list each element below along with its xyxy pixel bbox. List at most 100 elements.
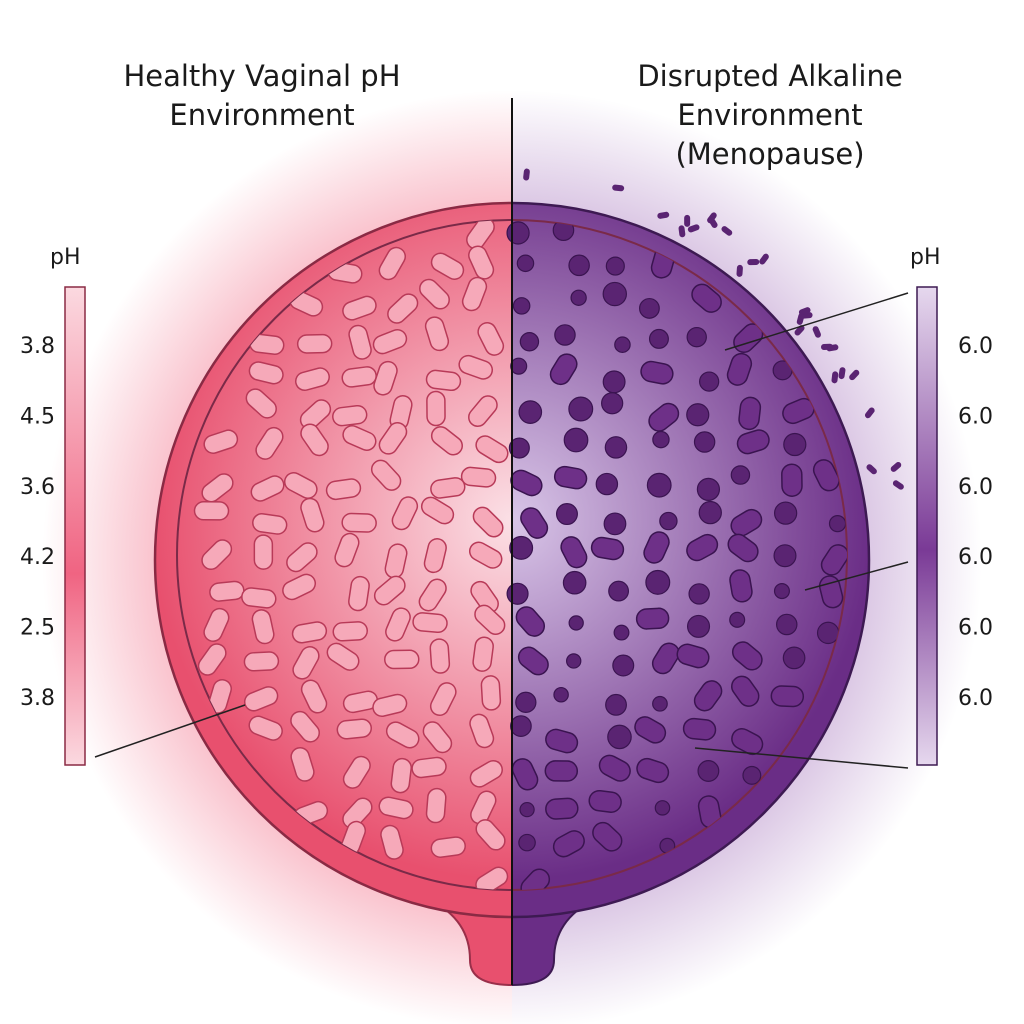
cell [430, 252, 465, 280]
cell [197, 643, 227, 676]
cell [816, 621, 840, 645]
cell [245, 388, 277, 419]
cell [686, 403, 710, 427]
cell [509, 535, 534, 560]
cell [468, 395, 498, 427]
cell [554, 324, 576, 346]
cell [475, 819, 506, 851]
cell [461, 276, 488, 312]
cell [469, 759, 503, 788]
cell [385, 721, 420, 749]
cell [292, 646, 320, 680]
debris [890, 461, 902, 472]
right-title: Disrupted Alkaline [637, 59, 902, 93]
cell [426, 390, 446, 427]
cell [299, 399, 332, 430]
cell [468, 245, 495, 280]
cell [654, 800, 671, 816]
cell [520, 868, 551, 890]
cell [475, 435, 509, 464]
debris [796, 313, 805, 325]
cell [729, 611, 746, 628]
right-title: Environment [677, 98, 862, 132]
cell [282, 573, 317, 601]
cell [294, 367, 330, 392]
cell [560, 536, 588, 569]
cell [517, 646, 549, 676]
cell [255, 426, 284, 460]
cell [820, 544, 847, 576]
scale-value: 2.5 [20, 616, 55, 641]
cell [552, 220, 575, 242]
cell [250, 475, 285, 502]
scale-value: 3.8 [20, 334, 55, 359]
cell [193, 501, 230, 521]
cell [378, 422, 408, 455]
cell [516, 254, 535, 273]
scale-value: 6.0 [958, 686, 993, 711]
cell [412, 612, 448, 634]
leaders [94, 292, 909, 769]
cell [506, 221, 530, 245]
cell [332, 621, 368, 642]
cell [552, 830, 585, 858]
cell [693, 680, 723, 712]
cell [781, 463, 803, 497]
debris [794, 325, 805, 336]
cell [731, 675, 760, 707]
cell [545, 797, 579, 820]
cell [634, 716, 667, 744]
debris [866, 464, 877, 475]
debris [736, 264, 743, 277]
cell [568, 396, 594, 422]
scale-value: 3.6 [20, 475, 55, 500]
cell [373, 575, 406, 606]
cell [592, 821, 623, 852]
cell [698, 500, 722, 525]
cell [652, 430, 670, 449]
cell [636, 757, 670, 784]
cell [731, 641, 763, 671]
cell [203, 429, 239, 454]
cell [460, 466, 497, 488]
cell [686, 614, 711, 638]
cell [699, 371, 720, 392]
cell [384, 649, 420, 670]
cell [736, 429, 770, 455]
cell [691, 283, 722, 313]
cell [480, 675, 502, 711]
cell [727, 533, 759, 563]
cell [385, 607, 411, 642]
cell [605, 693, 627, 716]
cell [466, 220, 495, 250]
cell [342, 797, 373, 829]
cell [555, 503, 578, 526]
cell [686, 533, 719, 562]
cell [602, 370, 626, 394]
cell [424, 316, 450, 352]
cell [411, 756, 447, 779]
cell [562, 570, 587, 595]
cell [773, 583, 790, 600]
cell [553, 465, 588, 490]
cell [251, 609, 275, 645]
cell [332, 404, 368, 427]
cell [474, 604, 506, 636]
cell [470, 790, 497, 825]
debris [678, 225, 686, 238]
cell [515, 606, 546, 637]
cell [608, 580, 630, 602]
cell [730, 465, 751, 485]
cell [290, 710, 320, 743]
cell [783, 432, 807, 457]
cell [506, 582, 529, 605]
cell [515, 691, 537, 713]
cell [659, 511, 678, 531]
scale-value: 6.0 [958, 404, 993, 429]
left-title: Healthy Vaginal pH [123, 59, 400, 93]
cell [429, 638, 451, 674]
cell [696, 477, 721, 502]
cell [472, 636, 494, 672]
cell [391, 496, 419, 531]
cell [602, 281, 627, 307]
